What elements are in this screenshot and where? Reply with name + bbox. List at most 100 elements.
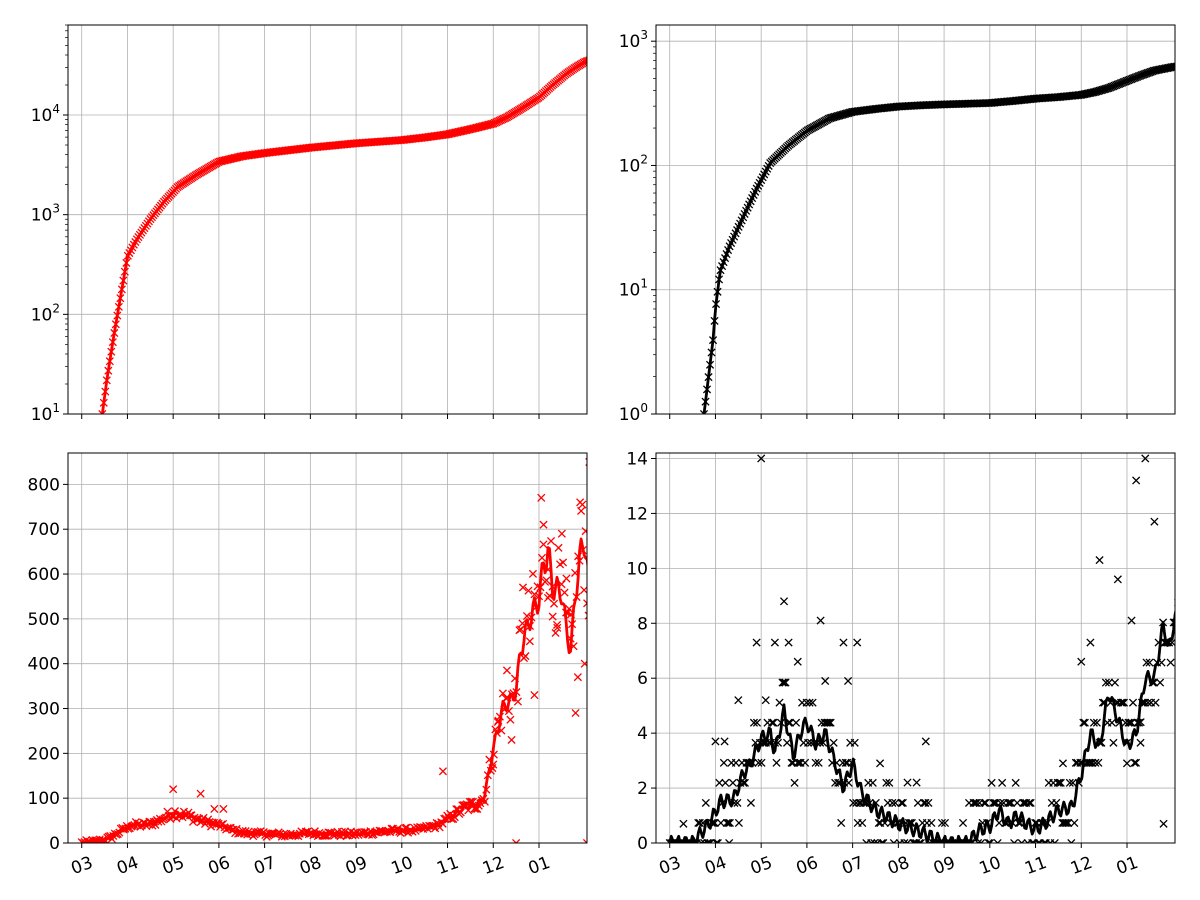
- outlier-point: [530, 691, 539, 700]
- data-point: [915, 838, 924, 843]
- data-point: [537, 553, 547, 562]
- cumulative-deaths-panel: 100 101 102 103: [619, 24, 1183, 425]
- outlier-point: [1122, 759, 1132, 768]
- data-point: [549, 599, 559, 608]
- data-point: [539, 540, 548, 549]
- data-point: [1145, 658, 1154, 667]
- outlier-point: [725, 838, 734, 843]
- data-point: [1166, 658, 1175, 667]
- x-tick-label: 09: [343, 853, 370, 879]
- data-point: [841, 758, 850, 767]
- outlier-point: [903, 778, 912, 787]
- outlier-point: [537, 493, 546, 502]
- data-point: [522, 611, 532, 621]
- outlier-point: [821, 676, 830, 686]
- axes-frame: [67, 24, 588, 415]
- y-tick-label: 101: [619, 277, 648, 301]
- data-point: [740, 778, 749, 787]
- data-point: [870, 838, 879, 843]
- data-point: [506, 715, 515, 724]
- data-point: [835, 111, 844, 120]
- data-point: [722, 818, 731, 828]
- data-point: [1017, 838, 1026, 843]
- data-point: [707, 348, 716, 357]
- data-point: [984, 838, 993, 843]
- data-point: [725, 818, 734, 828]
- data-point: [795, 758, 804, 767]
- y-tick-label: 8: [637, 614, 648, 634]
- data-point: [927, 818, 936, 828]
- outlier-point: [548, 612, 557, 621]
- x-tick-label: 06: [794, 853, 821, 879]
- data-point: [837, 818, 846, 828]
- data-point: [107, 347, 116, 356]
- data-point: [584, 56, 587, 65]
- data-point: [1067, 838, 1076, 843]
- data-point: [969, 798, 978, 807]
- data-point: [591, 55, 598, 62]
- data-point: [102, 376, 111, 385]
- data-point: [1068, 778, 1077, 787]
- data-point: [940, 818, 950, 828]
- x-tick-label: 06: [206, 853, 233, 879]
- outlier-point: [578, 500, 587, 509]
- x-tick-label: 11: [434, 853, 461, 879]
- y-tick-label: 400: [28, 655, 60, 675]
- data-point: [868, 778, 877, 787]
- y-tick-label: 102: [31, 301, 60, 325]
- outlier-point: [518, 583, 528, 592]
- x-tick-label: 07: [839, 853, 866, 879]
- daily-deaths-panel: 0 2 4 6 8 10 12 14 03 04 05 06 07 08 09 10 11 12 01: [626, 449, 1176, 879]
- data-point: [528, 569, 538, 578]
- y-tick-label: 102: [619, 152, 648, 176]
- data-point: [1056, 778, 1065, 787]
- x-tick-label: 07: [251, 853, 278, 879]
- outlier-point: [210, 804, 219, 813]
- data-point: [849, 798, 858, 807]
- data-point: [829, 738, 838, 747]
- data-point: [826, 718, 835, 727]
- data-point: [703, 838, 712, 843]
- data-point: [701, 798, 710, 807]
- data-point: [731, 758, 740, 767]
- data-point: [486, 120, 495, 129]
- data-point: [524, 586, 533, 595]
- outlier-point: [525, 637, 534, 646]
- data-point: [827, 113, 836, 122]
- data-point: [591, 589, 598, 596]
- x-tick-label: 05: [748, 853, 775, 879]
- axes-frame: [67, 452, 588, 844]
- outlier-point: [839, 638, 848, 647]
- outlier-point: [734, 696, 743, 705]
- x-tick-label: 10: [977, 853, 1004, 879]
- data-point: [122, 258, 131, 267]
- outlier-point: [1058, 759, 1068, 768]
- data-point: [594, 54, 601, 61]
- data-point: [589, 56, 596, 63]
- data-point: [581, 57, 587, 66]
- data-point: [98, 409, 107, 414]
- data-point: [897, 798, 906, 807]
- data-point: [772, 758, 781, 767]
- outlier-point: [553, 623, 562, 632]
- outlier-point: [862, 838, 871, 843]
- data-point: [1055, 778, 1064, 787]
- outlier-point: [539, 520, 548, 529]
- data-point: [981, 798, 990, 807]
- y-tick-label: 6: [637, 669, 648, 689]
- outlier-point: [921, 737, 930, 746]
- data-point: [781, 678, 790, 687]
- data-point: [1050, 838, 1059, 843]
- outlier-point: [196, 789, 205, 798]
- outlier-point: [1127, 616, 1136, 625]
- data-point: [581, 527, 587, 536]
- data-point: [724, 818, 733, 828]
- data-point: [1169, 62, 1175, 71]
- data-point: [1092, 718, 1101, 727]
- data-point: [842, 109, 851, 118]
- data-point: [850, 738, 859, 747]
- x-tick-label: 03: [656, 853, 683, 879]
- data-point: [1094, 758, 1103, 767]
- data-point: [714, 275, 724, 284]
- data-point: [1176, 63, 1183, 70]
